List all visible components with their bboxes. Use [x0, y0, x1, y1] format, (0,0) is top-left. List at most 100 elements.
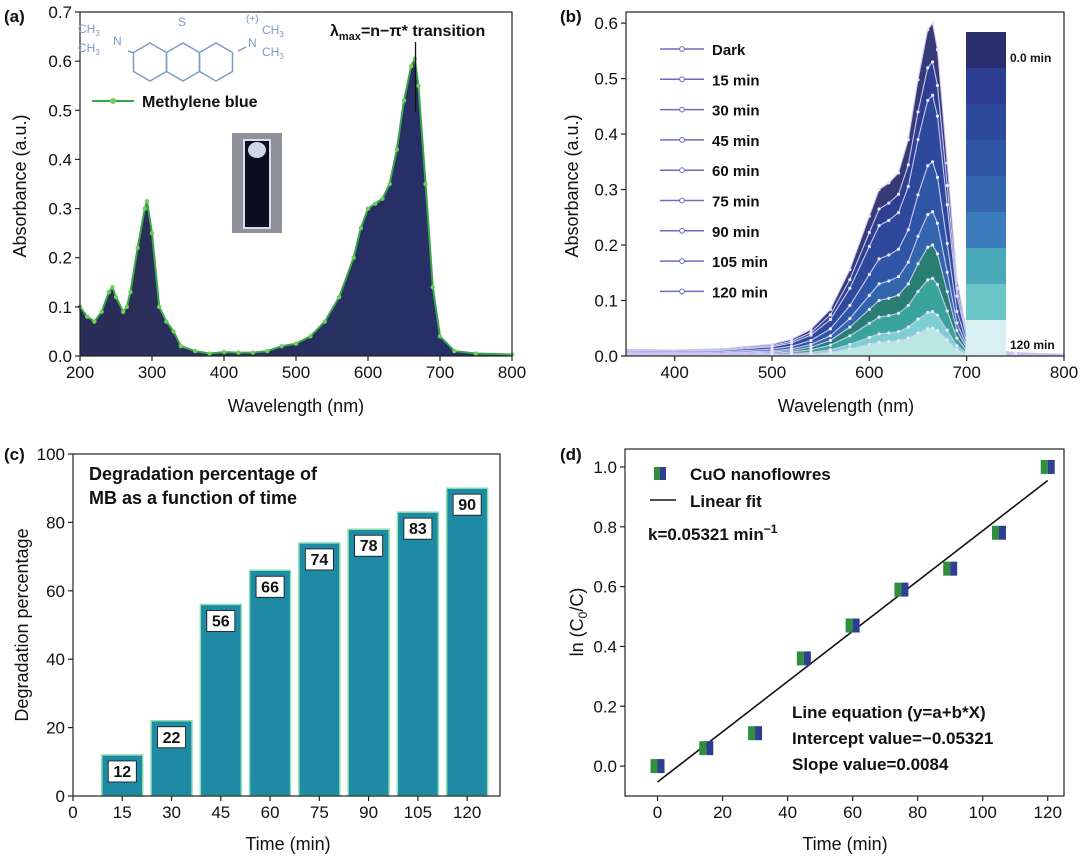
methyl-text: CH	[262, 23, 279, 37]
y-tick-label: 0.1	[48, 298, 72, 317]
y-axis-label: Degradation percentage	[12, 528, 32, 721]
y-tick-label: 0.3	[48, 200, 72, 219]
y-tick-label: 0.6	[594, 14, 618, 33]
spectrum-point	[926, 213, 930, 217]
bar	[396, 511, 440, 797]
spectrum-point	[887, 331, 891, 335]
spectrum-point	[867, 321, 871, 325]
spectrum-point	[935, 83, 940, 88]
y-tick-label: 20	[46, 719, 65, 738]
spectrum-point	[896, 329, 901, 334]
bar	[298, 542, 341, 797]
spectrum-point	[867, 230, 871, 235]
spectrum-point	[955, 309, 959, 313]
data-point	[416, 83, 421, 88]
spectrum-point	[896, 339, 901, 343]
colorbar-segment	[966, 140, 1006, 176]
spectrum-point	[887, 279, 891, 283]
x-tick-label: 300	[138, 363, 166, 382]
colorbar-segment	[966, 284, 1006, 320]
spectrum-point	[955, 321, 959, 325]
spectrum-point	[809, 342, 813, 347]
x-tick-label: 800	[498, 363, 526, 382]
spectrum-point	[809, 352, 813, 356]
spectrum-point	[848, 342, 852, 347]
legend-label: 30 min	[712, 103, 760, 120]
spectrum-point	[945, 328, 949, 332]
equation-line: Slope value=0.0084	[792, 755, 949, 774]
legend-label: 45 min	[712, 133, 760, 150]
spectrum-point	[789, 344, 794, 348]
colorbar-segment	[966, 320, 1006, 356]
data-point-left	[894, 582, 902, 597]
y-tick-label: 0.1	[594, 292, 618, 311]
y-tick-label: 0.4	[594, 125, 618, 144]
y-tick-label: 0	[56, 787, 65, 806]
spectrum-line	[625, 94, 1065, 356]
data-point	[250, 350, 255, 355]
spectrum-point	[931, 310, 935, 314]
legend-marker	[679, 106, 685, 113]
x-tick-label: 75	[310, 803, 329, 822]
spectrum-point	[877, 207, 881, 211]
rate-constant-text: k=0.05321 min	[648, 525, 764, 544]
spectrum-point	[945, 203, 949, 207]
spectrum-line	[625, 60, 1065, 356]
data-point	[373, 201, 378, 206]
methyl-text: CH	[78, 22, 95, 36]
spectrum-point	[945, 338, 949, 342]
spectrum-point	[828, 313, 833, 317]
legend-label: 105 min	[712, 254, 768, 271]
panel-label: (a)	[4, 7, 25, 26]
x-tick-label: 80	[908, 803, 927, 822]
methyl-label: CH3	[78, 22, 100, 38]
spectrum-point	[935, 221, 940, 225]
y-tick-label: 100	[37, 445, 65, 464]
y-tick-label: 0.7	[48, 3, 72, 22]
colorbar-segment	[966, 248, 1006, 284]
data-point	[207, 351, 212, 356]
methyl-subscript: 3	[279, 52, 284, 61]
data-point-left	[650, 759, 658, 774]
peak-annotation: λmax=n−π* transition	[330, 23, 485, 43]
spectrum-point	[945, 241, 949, 245]
cuvette-glare	[248, 142, 266, 158]
x-tick-label: 200	[66, 363, 94, 382]
data-point	[430, 285, 435, 290]
legend-label: 120 min	[712, 284, 768, 301]
spectrum-point	[877, 340, 881, 344]
data-point	[358, 226, 363, 231]
colorbar-segment	[966, 104, 1006, 140]
data-point	[128, 289, 133, 295]
bar	[445, 487, 489, 797]
spectrum-point	[828, 327, 833, 331]
spectrum-area	[626, 311, 1064, 356]
sulfur-label: S	[178, 15, 186, 29]
chart-title-line: Degradation percentage of	[89, 464, 318, 484]
spectrum-point	[877, 187, 881, 192]
y-tick-label: 0.6	[593, 578, 617, 597]
spectrum-point	[916, 193, 920, 197]
data-point	[193, 348, 198, 354]
spectrum-point	[828, 350, 833, 354]
spectrum-point	[809, 345, 813, 349]
spectrum-point	[848, 316, 852, 321]
bar-value-label: 66	[261, 579, 279, 596]
absorbance-line	[79, 55, 513, 356]
spectrum-point	[896, 210, 901, 215]
data-point-left	[699, 741, 707, 756]
plot-frame	[72, 453, 501, 797]
y-tick-label: 0.8	[593, 518, 617, 537]
data-point	[423, 181, 428, 187]
x-tick-label: 105	[404, 803, 432, 822]
spectrum-point	[926, 98, 930, 103]
legend-marker	[110, 98, 116, 104]
spectrum-point	[916, 289, 920, 294]
spectrum-point	[877, 315, 881, 319]
data-point	[401, 98, 407, 103]
spectrum-point	[916, 234, 920, 238]
x-tick-label: 400	[660, 363, 688, 382]
spectrum-point	[926, 164, 930, 168]
data-point	[164, 319, 169, 324]
spectrum-point	[926, 310, 930, 315]
